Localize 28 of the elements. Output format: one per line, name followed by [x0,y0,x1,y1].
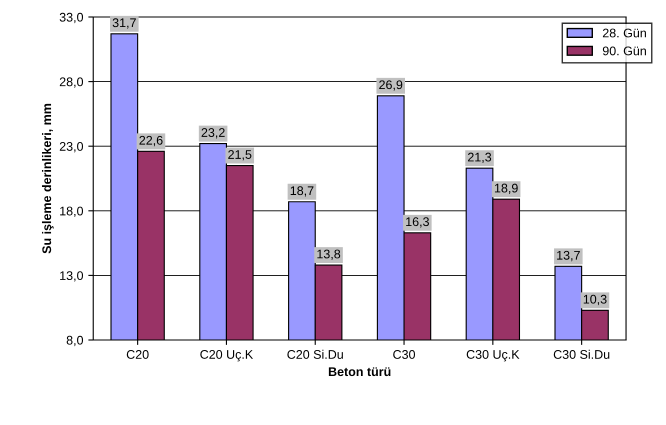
x-tick-label: C20 [126,350,149,359]
y-tick-label: 28,0 [60,77,84,88]
data-label: 31,7 [112,18,136,29]
data-label: 18,7 [290,186,314,197]
y-tick-label: 13,0 [60,271,84,282]
y-tick-label: 33,0 [60,12,84,24]
data-label: 10,3 [584,294,607,306]
data-label: 22,6 [139,136,163,146]
data-label: 21,3 [468,152,492,164]
y-tick-label: 8,0 [66,336,84,346]
x-axis-title: Beton türü [328,367,390,376]
data-label: 23,2 [202,128,225,138]
data-label: 18,9 [494,184,518,194]
data-label: 26,9 [379,80,402,91]
y-axis-title: Su işleme derinlikeri, mm [42,104,54,254]
y-tick-label: 23,0 [60,142,84,152]
data-label: 16,3 [406,217,429,228]
x-tick-label: C20 Si.Du [287,350,343,359]
data-label: 21,5 [228,150,252,160]
x-tick-label: C20 Uç.K [200,350,254,362]
data-label: 13,8 [317,250,340,260]
y-tick-label: 18,0 [60,206,84,217]
x-tick-label: C30 Uç.K [466,350,520,362]
data-label: 13,7 [557,250,580,262]
legend-label: 28. Gün [602,28,646,38]
legend-label: 90. Gün [602,46,646,56]
x-tick-label: C30 Si.Du [554,350,610,359]
x-tick-label: C30 [393,350,416,359]
